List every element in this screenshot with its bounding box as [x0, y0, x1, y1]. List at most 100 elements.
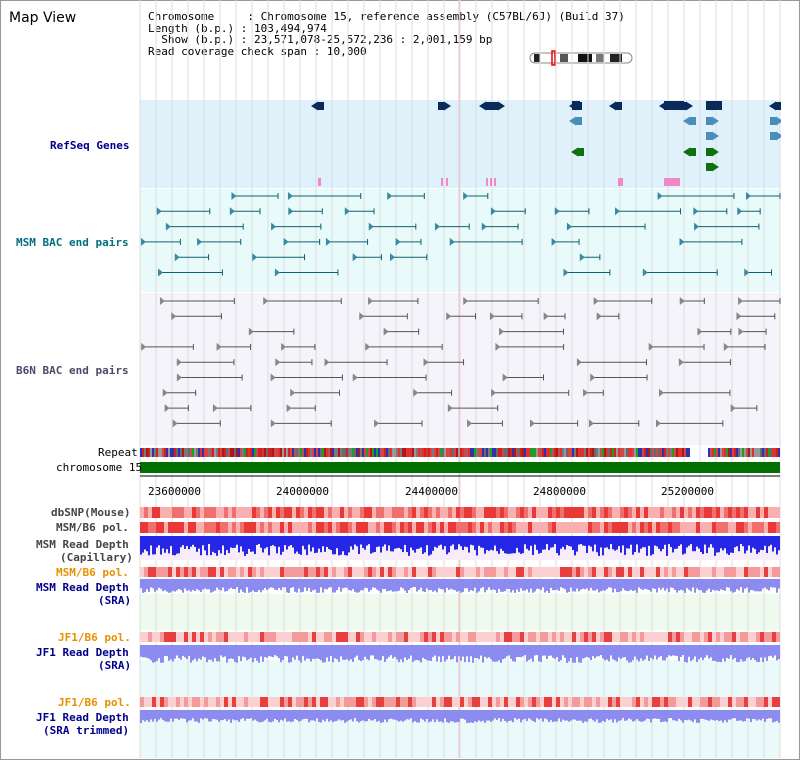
depth-bar — [740, 645, 742, 660]
refseq-gene-features[interactable] — [311, 101, 783, 186]
depth-bar — [510, 579, 512, 593]
heat-cell — [416, 697, 420, 707]
heat-cell — [756, 697, 760, 707]
heat-cell — [176, 697, 180, 707]
track-label-msm-depth-capillary[interactable]: MSM Read Depth — [36, 538, 129, 551]
depth-bar — [358, 536, 360, 554]
heat-cell — [756, 567, 760, 577]
heat-cell — [404, 522, 408, 533]
heat-cell — [192, 632, 196, 642]
heat-cell — [748, 522, 752, 533]
depth-bar — [446, 710, 448, 723]
track-label-msm-b6-pol[interactable]: MSM/B6 pol. — [56, 521, 129, 534]
heat-cell — [356, 567, 360, 577]
depth-bar — [240, 645, 242, 662]
depth-bar — [316, 645, 318, 659]
heat-cell — [452, 697, 456, 707]
depth-bar — [614, 710, 616, 720]
track-label-dbsnp[interactable]: dbSNP(Mouse) — [51, 506, 130, 519]
heat-cell — [764, 632, 768, 642]
depth-bar — [262, 710, 264, 722]
repeat-segment — [250, 448, 252, 457]
depth-bar — [736, 579, 738, 590]
depth-bar — [172, 710, 174, 722]
track-label-refseq[interactable]: RefSeq Genes — [50, 139, 129, 152]
msm-bac-pair-end — [229, 207, 235, 216]
msm-bac-features[interactable] — [140, 192, 781, 277]
heat-cell — [536, 567, 540, 577]
depth-bar — [398, 645, 400, 663]
heat-cell — [416, 507, 420, 518]
depth-bar — [570, 645, 572, 658]
heat-cell — [532, 632, 536, 642]
track-label-jf1-depth-sra[interactable]: JF1 Read Depth — [36, 646, 129, 659]
heat-cell — [568, 507, 572, 518]
heat-cell — [368, 632, 372, 642]
depth-bar — [356, 536, 358, 547]
msm-bac-pair-end — [283, 237, 289, 246]
depth-bar — [598, 536, 600, 556]
heat-cell — [676, 507, 680, 518]
repeat-segment — [194, 448, 196, 457]
track-label-msm-depth-sra[interactable]: MSM Read Depth — [36, 581, 129, 594]
b6n-bac-pair-end — [736, 312, 742, 321]
heat-cell — [560, 522, 564, 533]
heat-cell — [688, 632, 692, 642]
b6n-bac-pair-end — [275, 358, 281, 367]
depth-bar — [232, 536, 234, 549]
depth-bar — [686, 579, 688, 589]
repeat-segment — [244, 448, 246, 457]
track-label-msm-b6-pol-sra[interactable]: MSM/B6 pol. — [56, 566, 129, 579]
chromosome-ideogram[interactable] — [529, 50, 633, 66]
depth-bar — [728, 579, 730, 588]
repeat-segment — [502, 448, 504, 457]
depth-bar — [144, 536, 146, 550]
heat-cell — [764, 567, 768, 577]
repeat-segment — [576, 448, 578, 457]
depth-bar — [700, 536, 702, 553]
heat-cell — [552, 697, 556, 707]
depth-bar — [352, 710, 354, 722]
heat-cell — [440, 697, 444, 707]
heat-cell — [180, 522, 184, 533]
track-label-jf1-b6-pol[interactable]: JF1/B6 pol. — [58, 631, 131, 644]
track-label-jf1-depth-trimmed[interactable]: JF1 Read Depth — [36, 711, 129, 724]
track-label-jf1-b6-pol-2[interactable]: JF1/B6 pol. — [58, 696, 131, 709]
b6n-bac-features[interactable] — [141, 297, 781, 428]
b6n-bac-pair-end — [738, 327, 744, 336]
depth-bar — [548, 536, 550, 551]
depth-bar — [288, 710, 290, 722]
heat-cell — [716, 507, 720, 518]
heat-cell — [496, 522, 500, 533]
heat-cell — [664, 697, 668, 707]
depth-bar — [360, 710, 362, 722]
depth-bar — [196, 536, 198, 552]
heat-cell — [320, 507, 324, 518]
depth-bar — [584, 645, 586, 658]
track-label-msm-bac[interactable]: MSM BAC end pairs — [16, 236, 129, 249]
heat-cell — [568, 567, 572, 577]
heat-cell — [592, 522, 596, 533]
heat-cell — [608, 567, 612, 577]
depth-bar — [512, 536, 514, 554]
repeat-segment — [542, 448, 544, 457]
track-label-repeat[interactable]: Repeat — [98, 446, 138, 459]
msm-bac-pair-end — [463, 192, 469, 200]
heat-cell — [688, 522, 692, 533]
depth-bar — [432, 579, 434, 592]
heat-cell — [420, 632, 424, 642]
b6n-bac-pair-end — [263, 297, 269, 305]
depth-bar — [426, 579, 428, 589]
heat-cell — [204, 567, 208, 577]
heat-cell — [728, 507, 732, 518]
depth-bar — [512, 579, 514, 591]
depth-bar — [200, 579, 202, 592]
repeat-segment — [544, 448, 546, 457]
depth-bar — [762, 710, 764, 719]
heat-cell — [192, 522, 196, 533]
heat-cell — [364, 567, 368, 577]
depth-bar — [516, 536, 518, 548]
depth-bar — [506, 579, 508, 589]
depth-bar — [248, 710, 250, 719]
track-label-b6n-bac[interactable]: B6N BAC end pairs — [16, 364, 129, 377]
